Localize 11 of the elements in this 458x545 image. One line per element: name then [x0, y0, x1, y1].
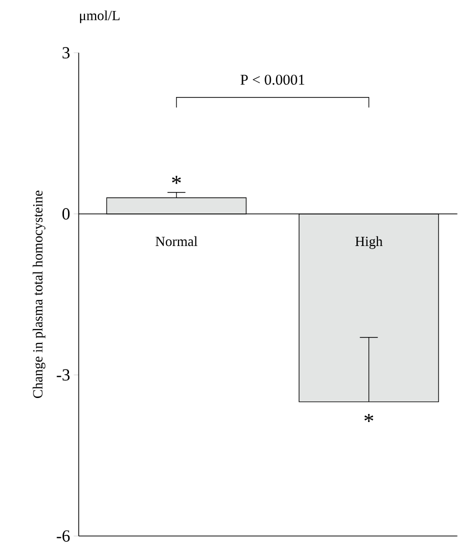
annotation: P < 0.0001 — [240, 74, 304, 85]
y-tick-label: 0 — [62, 208, 70, 220]
x-tick-label: Normal — [156, 236, 198, 246]
y-axis-title: Change in plasma total homocysteine — [32, 190, 46, 398]
y-tick-label: 3 — [62, 47, 70, 58]
x-tick-label: High — [355, 236, 383, 249]
y-tick-label: -6 — [56, 530, 70, 542]
text: μmol/L — [80, 10, 120, 24]
annotation: * — [172, 176, 181, 184]
y-tick-label: -3 — [56, 369, 70, 381]
annotation: * — [364, 414, 374, 422]
